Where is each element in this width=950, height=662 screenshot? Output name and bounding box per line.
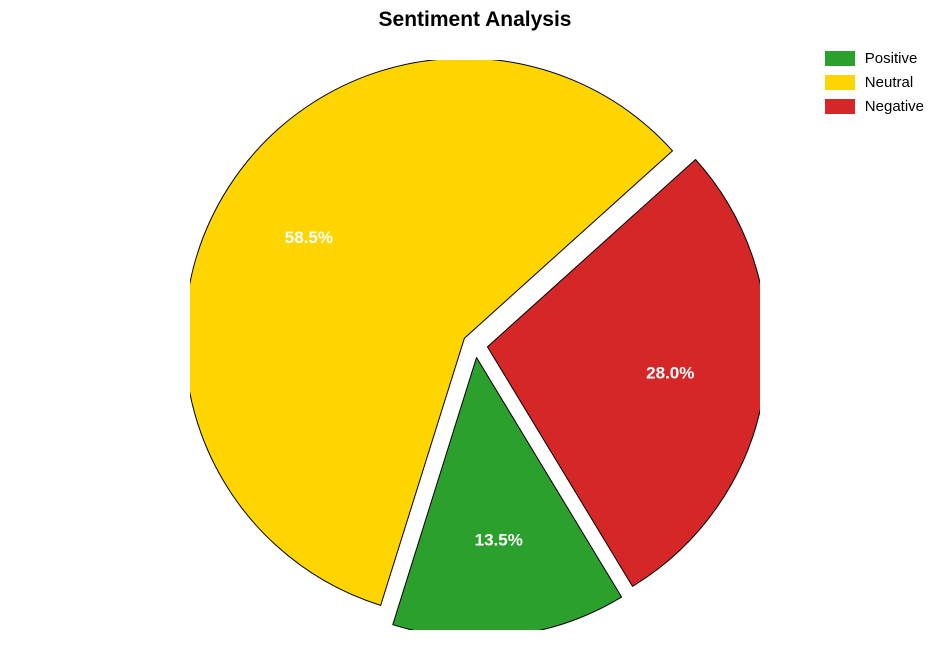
legend-swatch [825, 75, 855, 90]
legend-item-negative: Negative [825, 94, 924, 118]
legend-label: Positive [865, 50, 918, 67]
chart-title: Sentiment Analysis [0, 8, 950, 32]
legend-item-positive: Positive [825, 46, 924, 70]
pie-chart: 28.0% 13.5% 58.5% [190, 60, 760, 630]
pie-slice-label-neutral: 58.5% [285, 228, 333, 247]
legend-item-neutral: Neutral [825, 70, 924, 94]
legend-swatch [825, 51, 855, 66]
legend-label: Neutral [865, 74, 913, 91]
legend-swatch [825, 99, 855, 114]
pie-slice-label-positive: 13.5% [475, 530, 523, 549]
legend-label: Negative [865, 98, 924, 115]
pie-slice-label-negative: 28.0% [646, 363, 694, 382]
legend: Positive Neutral Negative [825, 46, 924, 118]
